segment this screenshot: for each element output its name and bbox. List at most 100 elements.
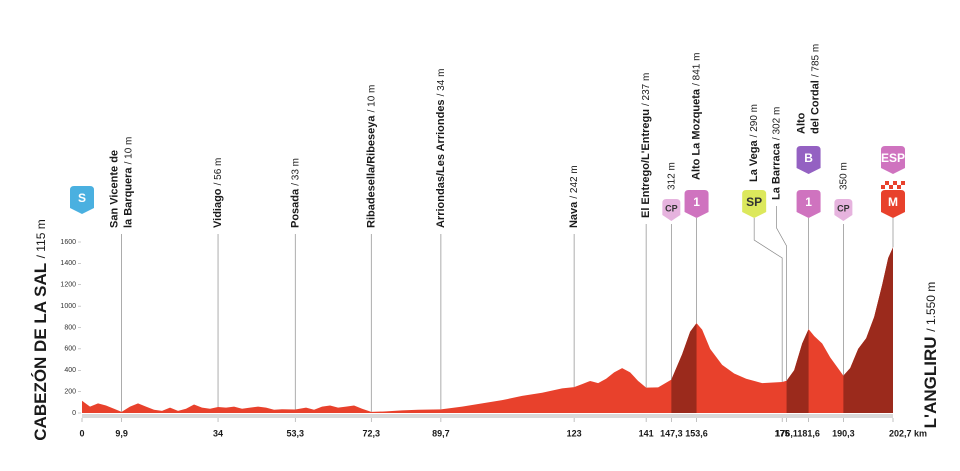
waypoint-name: Alto La Mozqueta bbox=[690, 88, 702, 180]
start-name: CABEZÓN DE LA SAL bbox=[31, 263, 50, 441]
waypoint-label: Arriondas/Les Arriondes / 34 m bbox=[435, 69, 447, 228]
waypoint-elevation: / 34 m bbox=[436, 69, 447, 97]
waypoint-name: la Barquera bbox=[123, 167, 135, 228]
x-tick-label: 202,7 km bbox=[889, 428, 927, 438]
start-elevation: / 115 m bbox=[34, 219, 48, 258]
checker bbox=[889, 185, 893, 189]
waypoint-elevation: / 242 m bbox=[569, 165, 580, 198]
waypoint-elevation: / 10 m bbox=[366, 85, 377, 113]
waypoint-label: Alto bbox=[795, 112, 807, 134]
badge bbox=[662, 199, 681, 221]
x-tick-label: 175 bbox=[775, 428, 790, 438]
waypoint-name: Alto bbox=[795, 112, 807, 134]
finish-name: L'ANGLIRU bbox=[921, 336, 940, 428]
y-tick-label: 600 bbox=[64, 346, 76, 353]
x-tick-label: 123 bbox=[567, 428, 582, 438]
profile-area bbox=[82, 247, 893, 413]
waypoint-elevation: / 302 m bbox=[771, 107, 782, 140]
waypoint-label: El Entrego/L'Entregu / 237 m bbox=[640, 73, 652, 218]
badge-text: SP bbox=[746, 195, 762, 209]
checker bbox=[881, 185, 885, 189]
waypoint-elevation: / 10 m bbox=[123, 137, 134, 165]
start-label: CABEZÓN DE LA SAL / 115 m bbox=[31, 219, 50, 440]
waypoint-elevation: / 290 m bbox=[749, 104, 760, 137]
climb-area bbox=[671, 323, 697, 413]
waypoint-name: Nava bbox=[568, 201, 580, 228]
waypoint-name: El Entrego/L'Entregu bbox=[640, 109, 652, 218]
y-tick-label: 1000 bbox=[60, 303, 76, 310]
badge-text: B bbox=[804, 151, 813, 165]
waypoint-name: Posada bbox=[289, 188, 301, 228]
waypoint-elevation: / 841 m bbox=[691, 53, 702, 86]
x-tick-label: 89,7 bbox=[432, 428, 450, 438]
waypoint-elevation: / 237 m bbox=[641, 73, 652, 106]
badge bbox=[796, 146, 821, 174]
waypoint-label: La Vega / 290 m bbox=[748, 104, 760, 182]
waypoint-elevation: / 33 m bbox=[290, 158, 301, 186]
waypoint-label: San Vicente de bbox=[109, 150, 121, 228]
finish-elevation: / 1.550 m bbox=[924, 282, 938, 332]
waypoint-label: Posada / 33 m bbox=[289, 158, 301, 228]
finish-label: L'ANGLIRU / 1.550 m bbox=[921, 282, 940, 429]
climb-area bbox=[843, 247, 893, 413]
x-tick-label: 72,3 bbox=[363, 428, 381, 438]
waypoint-name: La Barraca bbox=[770, 142, 782, 200]
checker bbox=[901, 181, 905, 185]
y-tick-label: 800 bbox=[64, 324, 76, 331]
x-tick-label: 0 bbox=[79, 428, 84, 438]
checker bbox=[885, 181, 889, 185]
waypoints: S San Vicente de la Barquera / 10 m Vidiago… bbox=[70, 44, 905, 412]
badge bbox=[881, 146, 905, 174]
waypoint-name: La Vega bbox=[748, 140, 760, 182]
waypoint-elevation: / 785 m bbox=[810, 44, 821, 77]
x-tick-label: 141 bbox=[639, 428, 654, 438]
y-tick-label: 1200 bbox=[60, 282, 76, 289]
guide-line bbox=[776, 206, 787, 381]
waypoint-label: 350 m bbox=[838, 162, 849, 190]
y-tick-label: 200 bbox=[64, 388, 76, 395]
waypoint-label: La Barraca / 302 m bbox=[770, 107, 782, 200]
badge-text: CP bbox=[665, 203, 678, 213]
badge-text: 1 bbox=[805, 195, 812, 209]
waypoint-label: Vidiago / 56 m bbox=[212, 158, 224, 228]
x-tick-label: 181,6 bbox=[797, 428, 820, 438]
badge bbox=[684, 190, 709, 218]
y-tick-label: 1600 bbox=[60, 239, 76, 246]
x-tick-label: 147,3 bbox=[660, 428, 683, 438]
badge bbox=[834, 199, 853, 221]
waypoint-label: 312 m bbox=[666, 162, 677, 190]
x-tick-label: 53,3 bbox=[286, 428, 304, 438]
waypoint-elevation: 350 m bbox=[838, 162, 849, 190]
waypoint-name: del Cordal bbox=[809, 80, 821, 134]
axis-band bbox=[82, 414, 893, 418]
badge-text: CP bbox=[837, 203, 850, 213]
badge-text: M bbox=[888, 195, 898, 209]
badge bbox=[742, 190, 767, 218]
badge bbox=[796, 190, 821, 218]
guide-line bbox=[753, 218, 783, 383]
waypoint-label: del Cordal / 785 m bbox=[809, 44, 821, 134]
y-tick-label: 400 bbox=[64, 367, 76, 374]
checker bbox=[897, 185, 901, 189]
waypoint-name: Vidiago bbox=[212, 188, 224, 228]
badge bbox=[70, 186, 94, 214]
x-tick-label: 34 bbox=[213, 428, 223, 438]
y-tick-label: 0 bbox=[72, 410, 76, 417]
badge-text: S bbox=[78, 191, 86, 205]
x-tick-label: 9,9 bbox=[115, 428, 128, 438]
waypoint-label: Ribadesella/Ribeseya / 10 m bbox=[365, 85, 377, 228]
badge bbox=[881, 190, 905, 218]
waypoint-name: Arriondas/Les Arriondes bbox=[435, 99, 447, 228]
waypoint-label: Nava / 242 m bbox=[568, 165, 580, 228]
y-tick-label: 1400 bbox=[60, 260, 76, 267]
waypoint-elevation: 312 m bbox=[666, 162, 677, 190]
waypoint-name: San Vicente de bbox=[109, 150, 121, 228]
waypoint-elevation: / 56 m bbox=[213, 158, 224, 186]
waypoint-label: la Barquera / 10 m bbox=[123, 137, 135, 228]
checker bbox=[893, 181, 897, 185]
x-tick-label: 176,1 bbox=[775, 428, 798, 438]
x-tick-label: 190,3 bbox=[832, 428, 855, 438]
x-tick-label: 153,6 bbox=[685, 428, 708, 438]
badge-text: ESP bbox=[881, 151, 905, 165]
